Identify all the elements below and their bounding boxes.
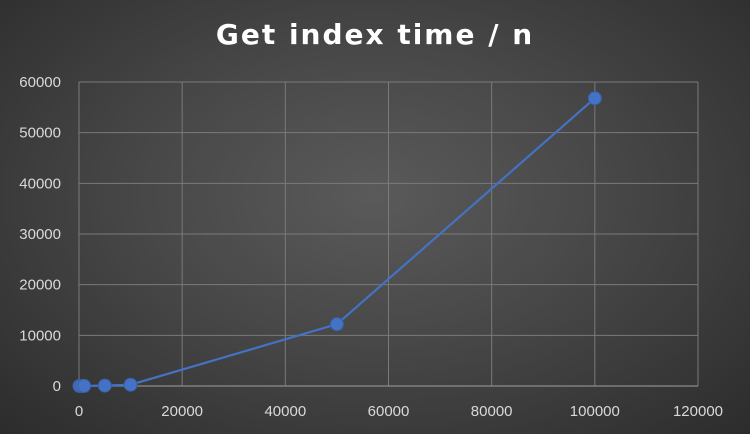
y-tick-label: 0: [53, 378, 61, 395]
chart-title: Get index time / n: [215, 18, 535, 51]
series-line: [79, 97, 596, 388]
y-tick-label: 20000: [19, 277, 61, 294]
data-point: [77, 378, 92, 393]
x-tick-label: 100000: [570, 403, 620, 420]
data-point: [587, 91, 602, 106]
x-tick-label: 60000: [368, 403, 410, 420]
y-tick-label: 10000: [19, 327, 61, 344]
x-tick-label: 40000: [264, 403, 306, 420]
y-tick-label: 40000: [19, 175, 61, 192]
data-point: [97, 378, 112, 393]
y-tick-label: 30000: [19, 226, 61, 243]
y-tick-label: 50000: [19, 125, 61, 142]
x-tick-label: 80000: [471, 403, 513, 420]
x-tick-label: 0: [75, 403, 83, 420]
x-tick-label: 120000: [673, 403, 723, 420]
data-point: [329, 317, 344, 332]
data-point: [123, 377, 138, 392]
x-tick-label: 20000: [161, 403, 203, 420]
y-tick-label: 60000: [19, 74, 61, 91]
